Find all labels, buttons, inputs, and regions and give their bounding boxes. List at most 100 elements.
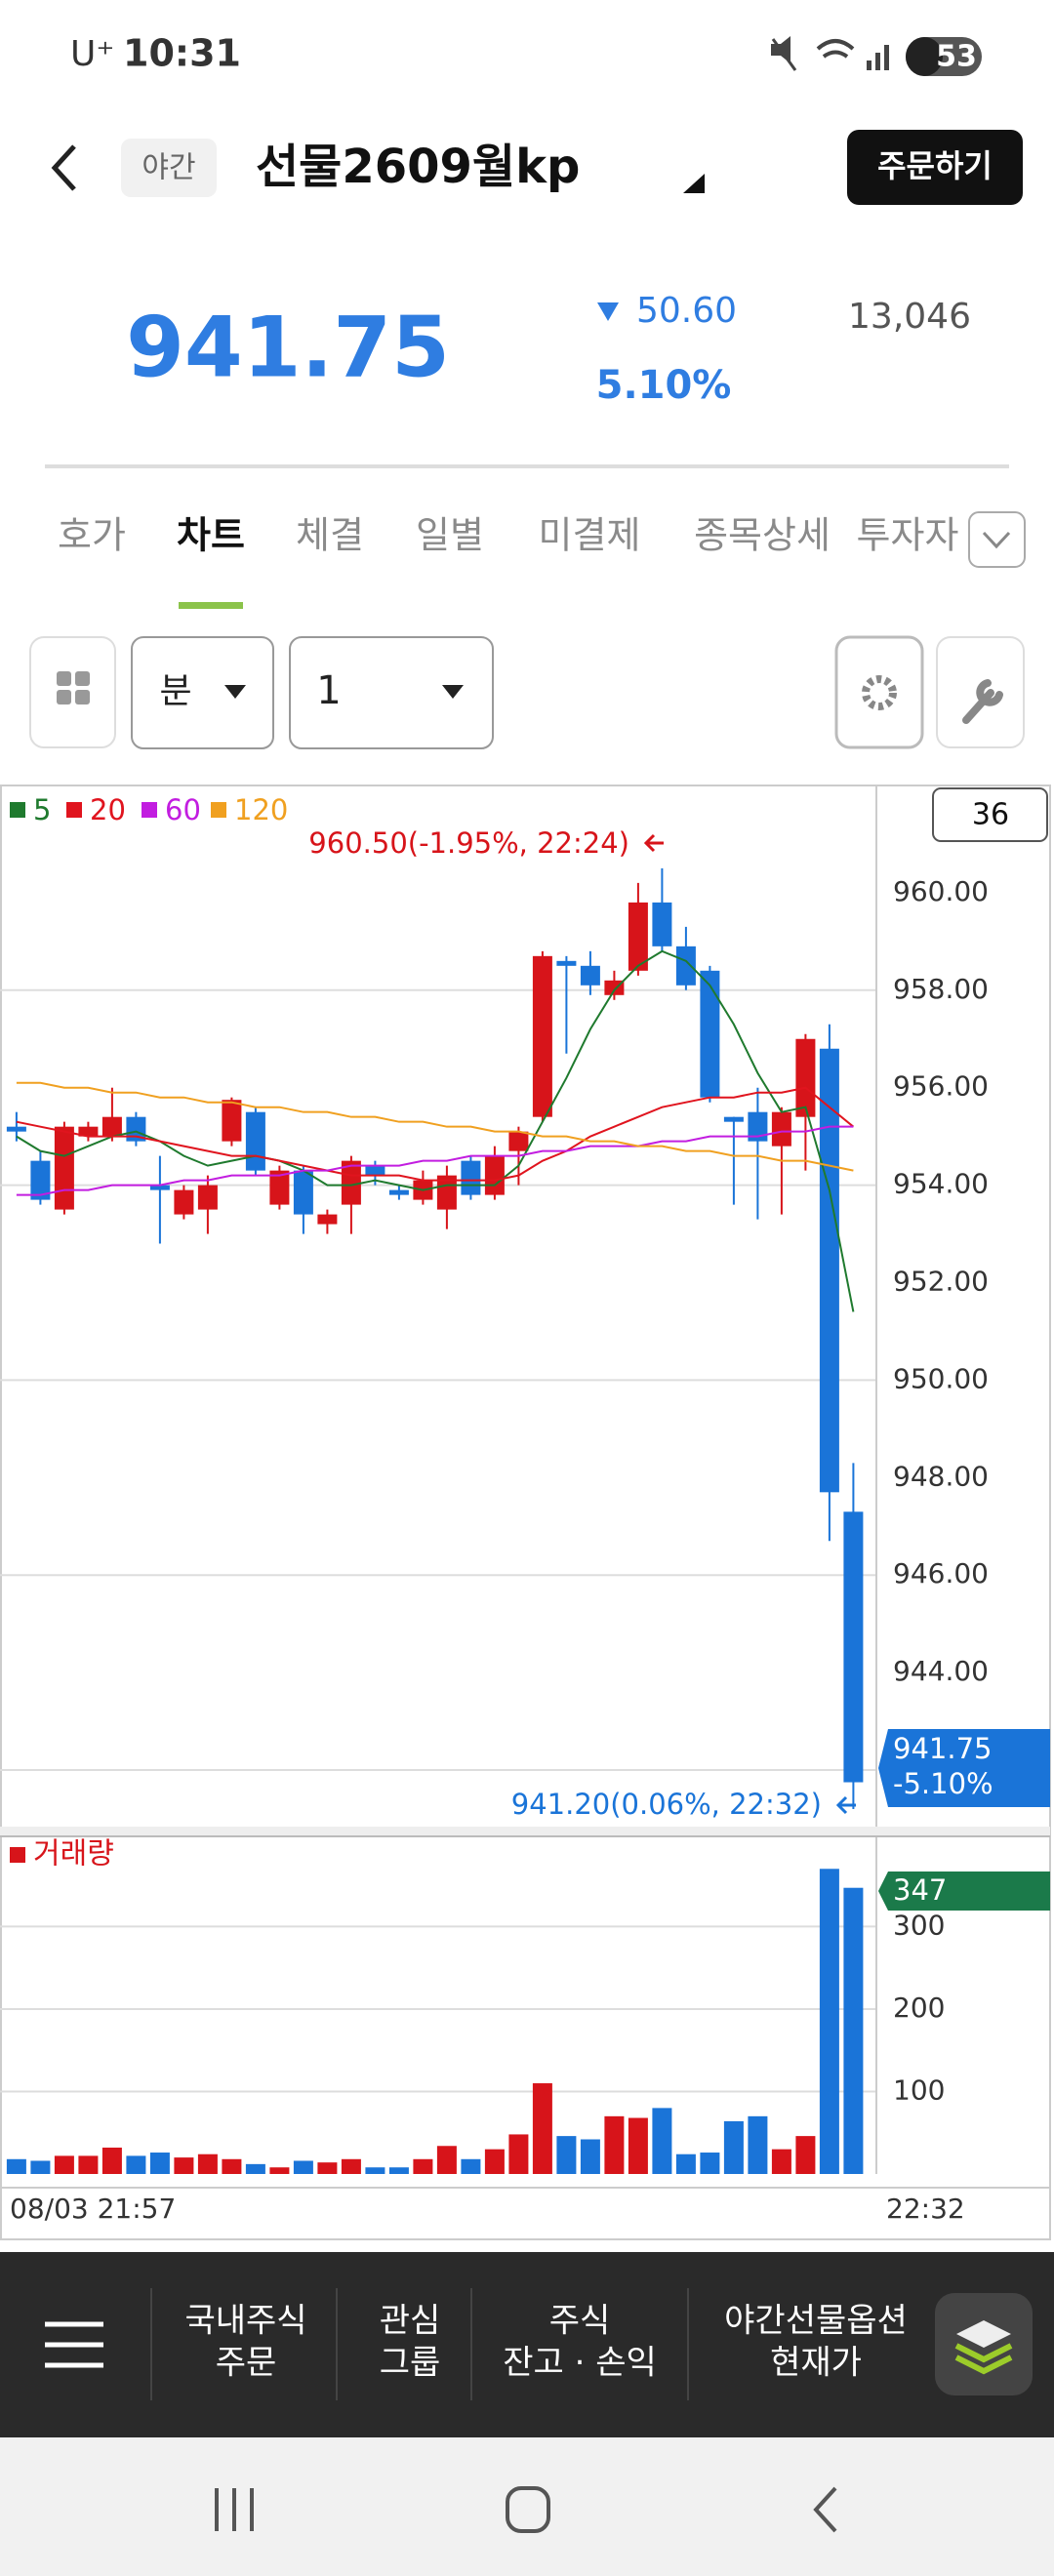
trade-volume: 13,046 xyxy=(848,297,971,337)
nav-item-label[interactable]: 주문 xyxy=(216,2344,277,2383)
candle-body xyxy=(461,1160,481,1195)
candle-body xyxy=(580,965,600,986)
volume-bar xyxy=(484,2149,505,2174)
clock: 10:31 xyxy=(123,32,241,75)
candle-body xyxy=(149,1185,170,1190)
nav-item-label[interactable]: 관심 xyxy=(380,2302,441,2341)
volume-bar xyxy=(580,2139,600,2174)
volume-bar xyxy=(532,2083,552,2174)
volume-bar xyxy=(78,2155,99,2174)
ma-line xyxy=(16,1125,854,1196)
layers-icon xyxy=(954,2320,1013,2375)
home-button[interactable] xyxy=(506,2486,550,2533)
nav-item-label[interactable]: 야간선물옵션 xyxy=(724,2302,908,2341)
system-back-button[interactable] xyxy=(813,2486,837,2533)
volume-bar xyxy=(54,2155,74,2174)
tab[interactable]: 종목상세 xyxy=(694,514,831,557)
volume-bar xyxy=(222,2158,242,2174)
low-arrow xyxy=(835,1795,856,1815)
volume-bar xyxy=(723,2120,744,2174)
nav-item-label[interactable]: 국내주식 xyxy=(184,2302,306,2341)
tab[interactable]: 일별 xyxy=(416,514,484,557)
volume-bar xyxy=(628,2117,648,2174)
volume-bar xyxy=(293,2160,313,2174)
candle-body xyxy=(245,1111,265,1171)
volume-bar xyxy=(245,2163,265,2174)
candle-body xyxy=(317,1214,338,1225)
legend-label: 20 xyxy=(90,793,126,826)
high-label: 960.50(-1.95%, 22:24) xyxy=(308,826,629,860)
interval-text[interactable]: 1 xyxy=(316,668,341,713)
volume-bar xyxy=(652,2108,672,2174)
nav-item-label[interactable]: 주식 xyxy=(549,2302,611,2341)
battery-fill xyxy=(906,37,943,76)
volume-bar xyxy=(149,2153,170,2174)
menu-button[interactable] xyxy=(45,2321,103,2368)
nav-item-label[interactable]: 잔고 · 손익 xyxy=(503,2344,657,2383)
candle-body xyxy=(748,1111,768,1142)
back-button[interactable] xyxy=(51,144,76,191)
y-tick-label: 952.00 xyxy=(893,1266,989,1298)
volume-tag-value: 347 xyxy=(893,1873,947,1907)
candle-body xyxy=(388,1189,409,1195)
y-tick-label: 946.00 xyxy=(893,1557,989,1590)
high-arrow xyxy=(643,833,664,853)
badge xyxy=(121,139,217,197)
tab-menu-button[interactable] xyxy=(968,511,1026,568)
nav-item-label[interactable]: 그룹 xyxy=(380,2344,441,2383)
volume-bar xyxy=(604,2115,625,2174)
recents-button[interactable] xyxy=(215,2488,254,2531)
y-tick-label: 956.00 xyxy=(893,1070,989,1103)
y-tick-label: 950.00 xyxy=(893,1362,989,1394)
wrench-icon xyxy=(962,679,1003,724)
tab-indicator xyxy=(179,602,243,609)
candle-body xyxy=(843,1511,864,1783)
candle-body xyxy=(269,1170,290,1205)
order-button-text[interactable]: 주문하기 xyxy=(877,147,993,184)
candle-body xyxy=(222,1100,242,1142)
candle-body xyxy=(532,955,552,1117)
tab[interactable]: 체결 xyxy=(296,514,364,557)
candle-body xyxy=(6,1126,26,1132)
layout-icon xyxy=(57,671,90,704)
badge-text: 야간 xyxy=(142,151,195,185)
nav-item-label[interactable]: 현재가 xyxy=(770,2344,862,2383)
candle-body xyxy=(101,1116,122,1137)
legend-swatch xyxy=(211,802,226,818)
volume-bar xyxy=(508,2134,529,2174)
candle-body xyxy=(54,1126,74,1210)
candle-body xyxy=(771,1111,791,1147)
y-tick-label: 948.00 xyxy=(893,1460,989,1492)
status-icons xyxy=(771,36,889,71)
unit-dropdown[interactable] xyxy=(131,636,274,749)
candle-body xyxy=(293,1170,313,1215)
ma-line xyxy=(16,1081,854,1172)
x-tick-label: 08/03 21:57 xyxy=(10,2193,176,2225)
legend-label: 5 xyxy=(33,793,51,826)
candle-body xyxy=(484,1155,505,1195)
gear-hole xyxy=(873,687,885,699)
candle-count: 36 xyxy=(972,798,1009,832)
tab[interactable]: 차트 xyxy=(177,514,245,557)
volume-bar xyxy=(6,2158,26,2174)
volume-bar xyxy=(269,2167,290,2174)
y-tick-label: 300 xyxy=(893,1909,945,1941)
volume-bar xyxy=(675,2153,696,2174)
layout-button[interactable] xyxy=(29,636,116,748)
unit-text[interactable]: 분 xyxy=(159,671,191,711)
tab[interactable]: 투자자 xyxy=(857,514,959,557)
instrument-title[interactable]: 선물2609월kp xyxy=(256,140,580,194)
order-button[interactable] xyxy=(847,130,1023,205)
tab-menu-icon xyxy=(982,531,1011,549)
candle-body xyxy=(556,960,577,966)
volume-bar xyxy=(748,2115,768,2174)
title-dropdown[interactable] xyxy=(683,174,705,193)
tab[interactable]: 호가 xyxy=(58,514,126,557)
volume-tag xyxy=(878,1872,1050,1911)
interval-dropdown[interactable] xyxy=(289,636,494,749)
chart: 944.00 946.00 948.00 950.00 952.00 954.00 956.… xyxy=(0,785,1050,2225)
current-price: 941.75 xyxy=(126,299,450,396)
tab[interactable]: 미결제 xyxy=(539,514,641,557)
carrier: U⁺ xyxy=(70,34,114,74)
